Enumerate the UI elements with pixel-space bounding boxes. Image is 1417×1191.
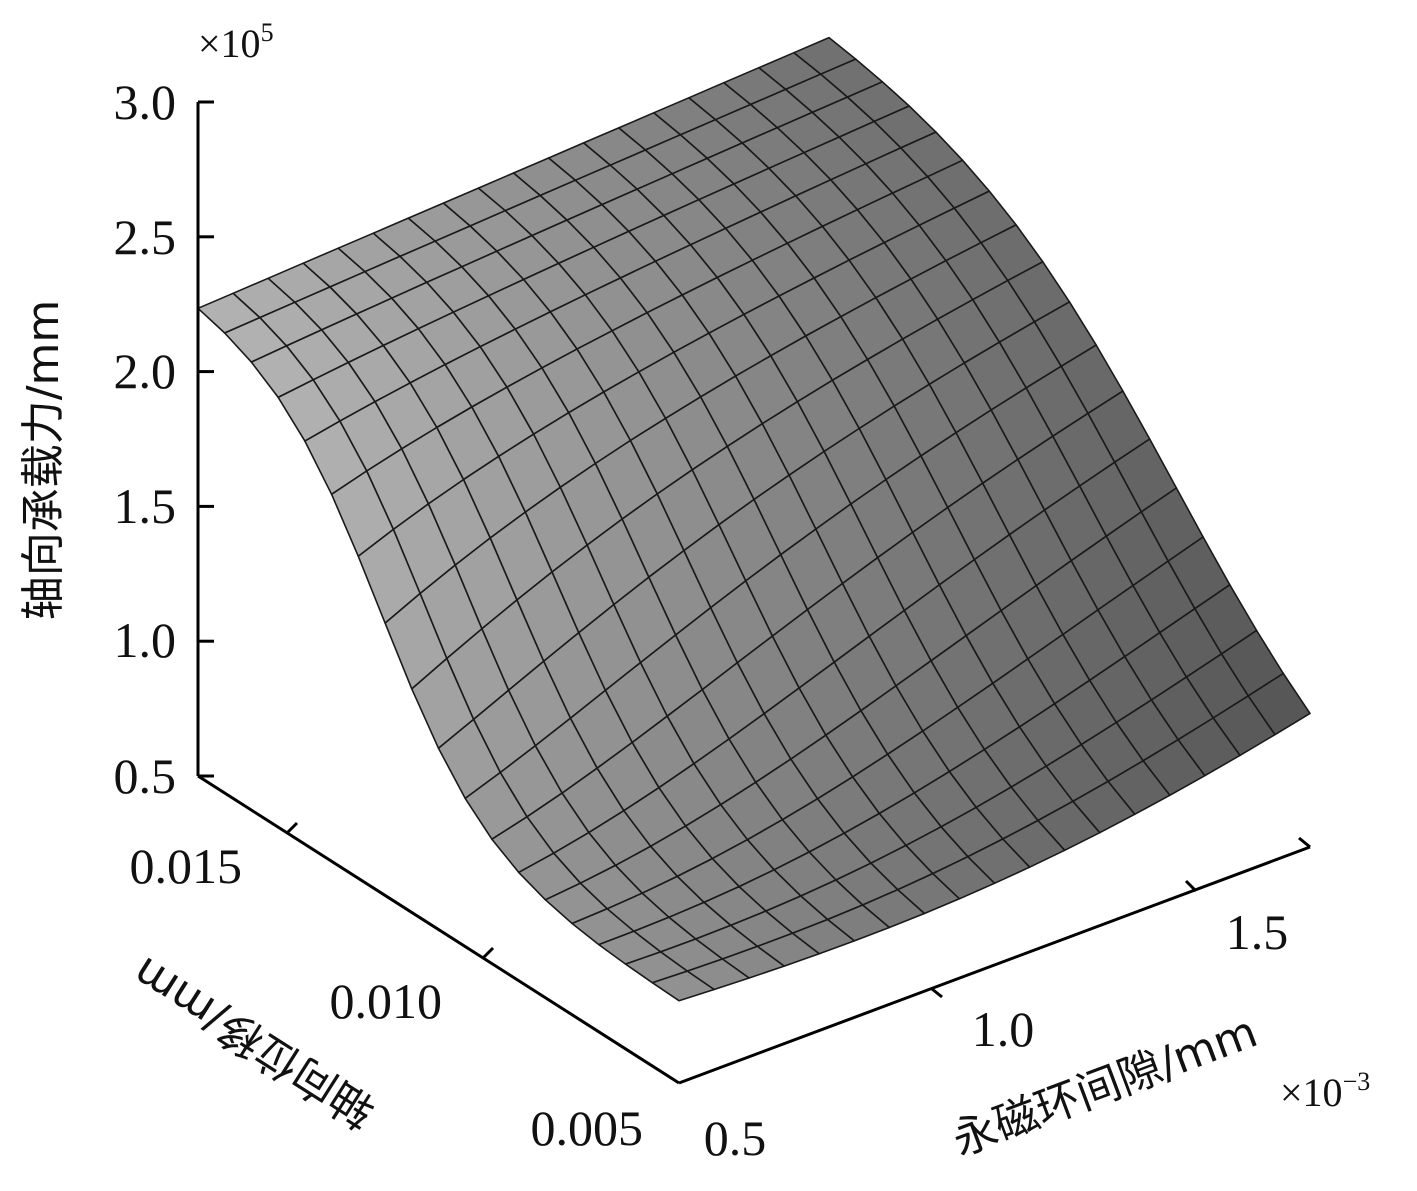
z-tick-label: 1.0 [114, 612, 177, 668]
y-tick-label: 0.005 [531, 1100, 644, 1156]
axes [196, 100, 1311, 1085]
surface-cell [651, 970, 715, 1002]
z-axis-multiplier: ×105 [198, 18, 274, 66]
surface-mesh [197, 36, 1311, 1002]
x-tick-end [1298, 836, 1311, 849]
y-tick-0.015 [285, 821, 299, 835]
z-tick-marks [198, 100, 214, 778]
z-tick-label: 2.5 [114, 209, 177, 265]
x-axis-multiplier: ×10−3 [1280, 1067, 1370, 1115]
x-tick-1.5 [1184, 879, 1198, 893]
z-tick-label: 1.5 [114, 478, 177, 534]
x-tick-1.0 [931, 987, 943, 999]
x-axis-line [678, 845, 1311, 1085]
z-tick-label: 2.0 [114, 343, 177, 399]
y-tick-label: 0.015 [130, 838, 243, 894]
x-tick-label: 0.5 [704, 1110, 767, 1166]
x-tick-label: 1.0 [972, 1001, 1035, 1057]
x-tick-label: 1.5 [1226, 904, 1289, 960]
y-tick-0.010 [481, 946, 495, 960]
y-axis-line [197, 774, 680, 1085]
y-tick-label: 0.010 [330, 973, 443, 1029]
z-tick-label: 0.5 [114, 748, 177, 804]
z-axis-label: 轴向承载力/mm [18, 300, 69, 621]
z-tick-label: 3.0 [114, 74, 177, 130]
